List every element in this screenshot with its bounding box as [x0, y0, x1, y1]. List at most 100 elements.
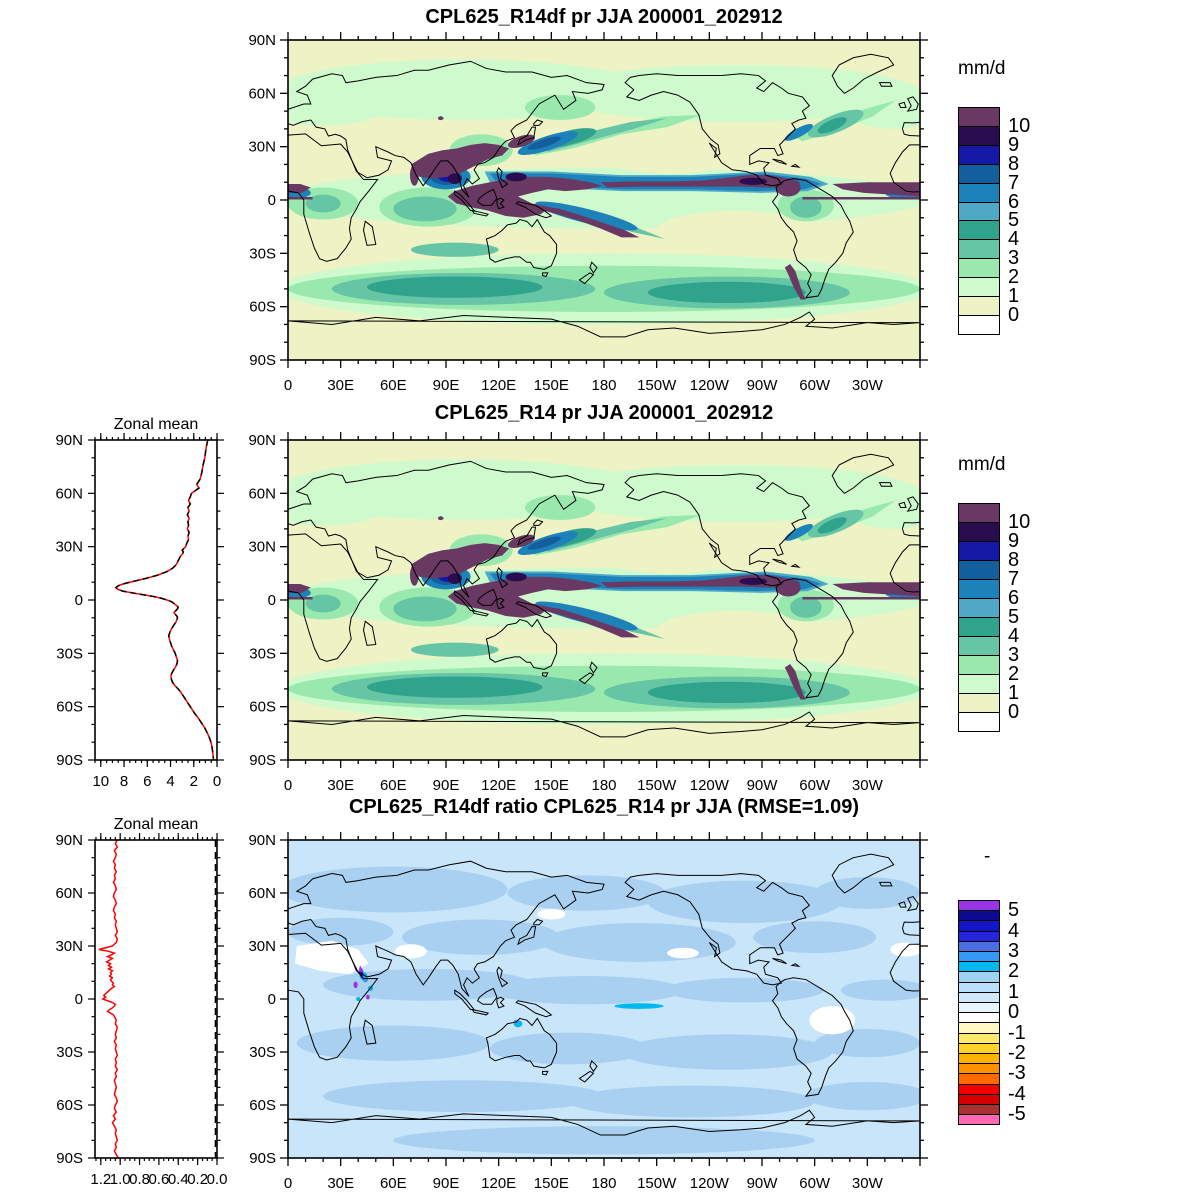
field-blob — [535, 601, 638, 631]
colorbar-tick-label: 2 — [1008, 266, 1020, 289]
coastline — [472, 1010, 488, 1015]
lon-tick-label: 150W — [637, 377, 677, 394]
zonal-mean-title-bottom: Zonal mean — [113, 816, 199, 833]
coastline — [908, 897, 919, 911]
colorbar-swatch — [958, 107, 1000, 127]
coastline — [288, 461, 604, 597]
field-blob — [535, 201, 638, 231]
lat-tick-label: 60S — [249, 699, 276, 716]
coastline — [534, 520, 543, 525]
lon-tick-label: 120E — [481, 377, 516, 394]
field-blob — [410, 242, 499, 257]
field-blob — [753, 921, 877, 954]
field-blob — [817, 117, 847, 134]
zonal-x-tick-label: 0.8 — [129, 1171, 150, 1188]
coastline — [497, 568, 508, 588]
coastline — [625, 74, 809, 186]
lon-tick-label: 120W — [690, 777, 730, 794]
zonal-x-tick-label: 1.0 — [110, 1171, 131, 1188]
coastline — [902, 922, 920, 936]
field-blob — [656, 210, 815, 250]
lat-tick-label: 90N — [55, 432, 83, 449]
lat-tick-label: 90S — [249, 352, 276, 369]
lat-tick-label: 60N — [55, 885, 83, 902]
coastline — [899, 502, 906, 507]
zonal-x-tick-label: 8 — [120, 773, 128, 790]
lat-tick-label: 0 — [268, 592, 276, 609]
lat-tick-label: 90N — [248, 32, 276, 49]
coastline — [579, 1071, 593, 1082]
coastline — [478, 589, 497, 605]
precip-field-middle — [288, 440, 920, 760]
colorbar-tick-label: 3 — [1008, 940, 1020, 962]
lon-tick-label: 30E — [327, 377, 354, 394]
field-blob — [890, 942, 920, 957]
field-blob — [784, 124, 813, 141]
map-ticks — [280, 832, 928, 1166]
coastline — [590, 662, 597, 673]
field-blob — [362, 976, 368, 983]
panel-bottom-title: CPL625_R14df ratio CPL625_R14 pr JJA (RM… — [348, 796, 860, 818]
lon-tick-label: 120W — [690, 377, 730, 394]
colorbar-swatch — [958, 220, 1000, 240]
lon-tick-label: 150E — [534, 1175, 569, 1192]
field-blob — [437, 516, 444, 521]
coastline — [518, 527, 536, 545]
colorbar-swatch — [958, 655, 1000, 675]
lat-tick-label: 90N — [248, 832, 276, 849]
coastline — [543, 673, 548, 677]
map-ticks — [280, 432, 928, 768]
lat-tick-label: 30N — [55, 539, 83, 556]
field-blob — [489, 1032, 648, 1065]
lon-tick-label: 30W — [852, 1175, 884, 1192]
colorbar-swatch — [958, 598, 1000, 618]
field-blob — [366, 994, 370, 1000]
lon-tick-label: 150W — [637, 1175, 677, 1192]
coastline — [899, 102, 906, 107]
colorbar-swatch — [958, 315, 1000, 335]
colorbar-swatch — [958, 712, 1000, 732]
field-blob — [867, 212, 920, 248]
field-blob — [410, 642, 499, 657]
coastline — [516, 202, 551, 218]
lat-tick-label: 60S — [56, 699, 83, 716]
lat-tick-label: 90N — [248, 432, 276, 449]
lat-tick-label: 30S — [249, 1044, 276, 1061]
field-blob — [393, 1126, 815, 1155]
field-blob — [527, 136, 562, 150]
field-blob — [647, 880, 841, 924]
lon-tick-label: 60W — [799, 377, 831, 394]
field-blob — [804, 143, 896, 168]
field-blob — [844, 86, 920, 129]
field-blob — [647, 281, 806, 304]
colorbar-swatch — [958, 541, 1000, 561]
colorbar-tick-label: 0 — [1008, 303, 1020, 326]
colorbar-tick-label: 10 — [1008, 114, 1031, 137]
field-blob — [525, 95, 596, 120]
coastline — [625, 474, 809, 586]
lon-tick-label: 180 — [591, 1175, 616, 1192]
plot-bg — [95, 440, 217, 760]
field-blob — [525, 495, 596, 520]
field-blob — [841, 979, 920, 1001]
colorbar-unit-top: mm/d — [958, 58, 1006, 79]
coastline — [832, 454, 893, 493]
colorbar-swatch — [958, 522, 1000, 542]
colorbar-tick-label: 1 — [1008, 980, 1020, 1003]
lat-tick-label: 30S — [56, 1044, 83, 1061]
colorbar-tick-label: 2 — [1008, 960, 1020, 983]
colorbar-swatch — [958, 202, 1000, 221]
lon-tick-label: 60E — [380, 1175, 407, 1192]
coastline — [773, 159, 787, 164]
field-blob — [609, 148, 733, 174]
lon-tick-label: 60E — [380, 777, 407, 794]
coastline — [908, 97, 919, 111]
coastline — [497, 598, 504, 609]
lat-tick-label: 90S — [249, 752, 276, 769]
coastline — [288, 312, 920, 337]
colorbar-tick-label: 7 — [1008, 568, 1020, 590]
zonal-x-tick-label: 0.0 — [207, 1171, 228, 1188]
coastline — [472, 211, 488, 216]
field-blob — [656, 610, 815, 650]
field-blob — [393, 596, 457, 622]
